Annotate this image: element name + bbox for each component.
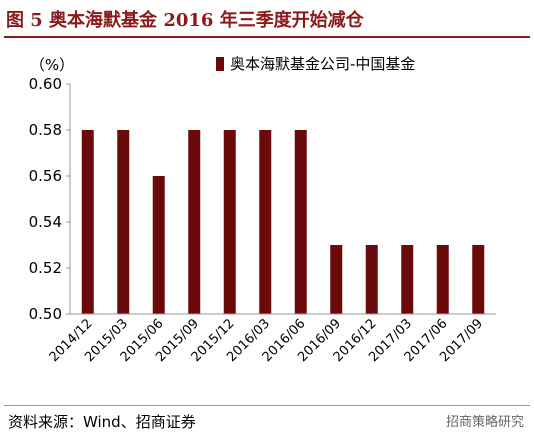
bar <box>294 130 307 314</box>
y-tick-label: 0.56 <box>29 167 62 185</box>
y-tick-label: 0.52 <box>29 259 62 277</box>
bar <box>188 130 201 314</box>
bar-chart: （%） 奥本海默基金公司-中国基金 0.500.520.540.560.580.… <box>29 55 496 365</box>
source-note: 资料来源：Wind、招商证券 <box>8 413 196 431</box>
bar <box>330 245 343 314</box>
x-axis: 2014/122015/032015/062015/092015/122016/… <box>47 313 496 365</box>
title-divider <box>4 36 530 38</box>
bar <box>259 130 272 314</box>
bar <box>117 130 130 314</box>
legend: 奥本海默基金公司-中国基金 <box>216 55 415 73</box>
bar <box>223 130 236 314</box>
legend-swatch <box>216 57 224 71</box>
bar <box>472 245 485 314</box>
bar <box>401 245 414 314</box>
y-unit-label: （%） <box>30 56 74 74</box>
footer-divider <box>4 405 530 406</box>
watermark-text: 招商策略研究 <box>445 415 524 430</box>
figure-title: 图 5 奥本海默基金 2016 年三季度开始减仓 <box>6 10 364 31</box>
legend-label: 奥本海默基金公司-中国基金 <box>230 55 415 73</box>
y-tick-label: 0.58 <box>29 121 62 139</box>
bar <box>81 130 94 314</box>
bar <box>436 245 449 314</box>
y-axis: 0.50 0.52 0.54 0.56 0.58 0.60 <box>29 75 71 323</box>
bar <box>152 176 165 314</box>
y-tick-label: 0.50 <box>29 305 62 323</box>
y-tick-label: 0.60 <box>29 75 62 93</box>
y-tick-label: 0.54 <box>29 213 62 231</box>
bar <box>365 245 378 314</box>
bars <box>81 130 485 314</box>
